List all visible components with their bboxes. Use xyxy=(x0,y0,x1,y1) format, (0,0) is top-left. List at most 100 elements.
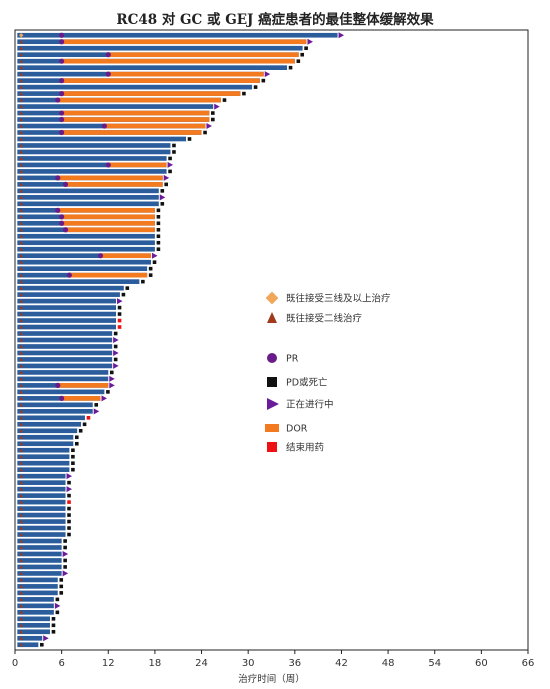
prior-2-line-marker xyxy=(19,78,24,83)
prior-2-line-marker xyxy=(19,292,24,297)
treatment-bar xyxy=(17,538,62,544)
pd-marker xyxy=(82,422,87,427)
prior-2-line-marker xyxy=(19,325,24,329)
pd-marker xyxy=(172,150,176,154)
x-axis-title: 治疗时间（周） xyxy=(238,673,305,685)
prior-2-line-marker xyxy=(19,623,24,627)
prior-2-line-marker xyxy=(19,240,24,245)
pd-marker xyxy=(113,344,118,349)
pr-marker xyxy=(55,175,61,181)
pd-marker xyxy=(156,215,161,219)
dor-bar xyxy=(108,71,264,77)
treatment-bar xyxy=(17,635,43,641)
pd-marker xyxy=(211,117,215,122)
treatment-bar xyxy=(17,447,70,453)
treatment-bar xyxy=(17,45,303,51)
prior-2-line-marker xyxy=(19,189,24,193)
x-tick-label: 42 xyxy=(335,658,348,669)
treatment-bar xyxy=(17,188,159,194)
prior-2-line-marker xyxy=(19,552,24,556)
legend-pr-icon xyxy=(267,353,277,363)
ongoing-marker xyxy=(152,252,158,259)
prior-2-line-marker xyxy=(19,156,24,161)
prior-2-line-marker xyxy=(19,578,24,582)
prior-2-line-marker xyxy=(19,331,24,336)
treatment-bar xyxy=(17,298,117,304)
prior-2-line-marker xyxy=(19,604,24,608)
prior-2-line-marker xyxy=(19,182,24,186)
dor-bar xyxy=(69,272,148,278)
pr-marker xyxy=(59,91,65,97)
pd-marker xyxy=(67,480,71,485)
treatment-bar xyxy=(17,577,58,583)
ongoing-marker xyxy=(93,408,100,415)
prior-2-line-marker xyxy=(19,565,24,569)
prior-2-line-marker xyxy=(19,91,24,96)
treatment-bar xyxy=(17,590,58,596)
prior-2-line-marker xyxy=(19,117,24,122)
prior-2-line-marker xyxy=(19,513,24,517)
end-marker xyxy=(67,500,71,504)
pr-marker xyxy=(59,39,65,45)
legend-pd-icon xyxy=(267,377,277,387)
pr-marker xyxy=(59,395,65,401)
pd-marker xyxy=(242,91,246,96)
treatment-bar xyxy=(17,441,74,447)
dor-bar xyxy=(65,182,163,187)
legend-ongoing-icon xyxy=(267,398,279,410)
x-tick-label: 36 xyxy=(288,658,301,669)
prior-2-line-marker xyxy=(19,584,24,588)
pd-marker xyxy=(109,370,114,375)
pd-marker xyxy=(160,202,165,206)
prior-2-line-marker xyxy=(19,85,24,89)
pr-marker xyxy=(62,227,69,233)
treatment-bar xyxy=(17,512,66,518)
legend-label-prior2: 既往接受二线治疗 xyxy=(286,313,363,325)
legend-label-pr: PR xyxy=(286,354,299,365)
prior-2-line-marker xyxy=(19,130,24,135)
prior-2-line-marker xyxy=(19,370,24,375)
prior-2-line-marker xyxy=(19,52,24,57)
ongoing-marker xyxy=(109,375,115,382)
treatment-bar xyxy=(17,486,66,492)
prior-2-line-marker xyxy=(19,422,24,426)
treatment-bar xyxy=(17,571,62,576)
ongoing-marker xyxy=(264,71,271,78)
treatment-bar xyxy=(17,240,155,246)
dor-bar xyxy=(61,130,202,135)
pd-marker xyxy=(222,98,227,102)
pr-marker xyxy=(105,162,111,168)
pd-marker xyxy=(63,545,67,550)
treatment-bar xyxy=(17,149,171,155)
ongoing-marker xyxy=(54,602,61,609)
prior-2-line-marker xyxy=(19,642,24,647)
pr-marker xyxy=(55,207,61,213)
pd-marker xyxy=(67,506,71,511)
dor-bar xyxy=(57,175,163,181)
pr-marker xyxy=(59,110,65,116)
treatment-bar xyxy=(17,285,124,291)
plot-frame xyxy=(14,29,529,651)
prior-2-line-marker xyxy=(19,227,24,232)
legend-label-end: 结束用药 xyxy=(286,442,324,454)
pd-marker xyxy=(168,169,172,174)
prior-2-line-marker xyxy=(19,467,24,472)
pd-marker xyxy=(296,59,301,63)
pd-marker xyxy=(67,532,71,537)
ongoing-marker xyxy=(117,298,123,305)
treatment-bar xyxy=(17,584,58,589)
treatment-bar xyxy=(17,545,62,550)
treatment-bar xyxy=(17,558,62,563)
pd-marker xyxy=(74,435,79,440)
prior-2-line-marker xyxy=(19,266,24,271)
pd-marker xyxy=(59,578,64,582)
x-tick-label: 0 xyxy=(12,658,18,669)
prior-2-line-marker xyxy=(19,221,24,225)
pd-marker xyxy=(152,260,157,264)
pd-marker xyxy=(156,227,161,232)
pd-marker xyxy=(67,513,71,517)
dor-bar xyxy=(100,253,152,259)
prior-2-line-marker xyxy=(19,202,24,206)
treatment-bar xyxy=(17,629,50,635)
treatment-bar xyxy=(17,493,66,498)
